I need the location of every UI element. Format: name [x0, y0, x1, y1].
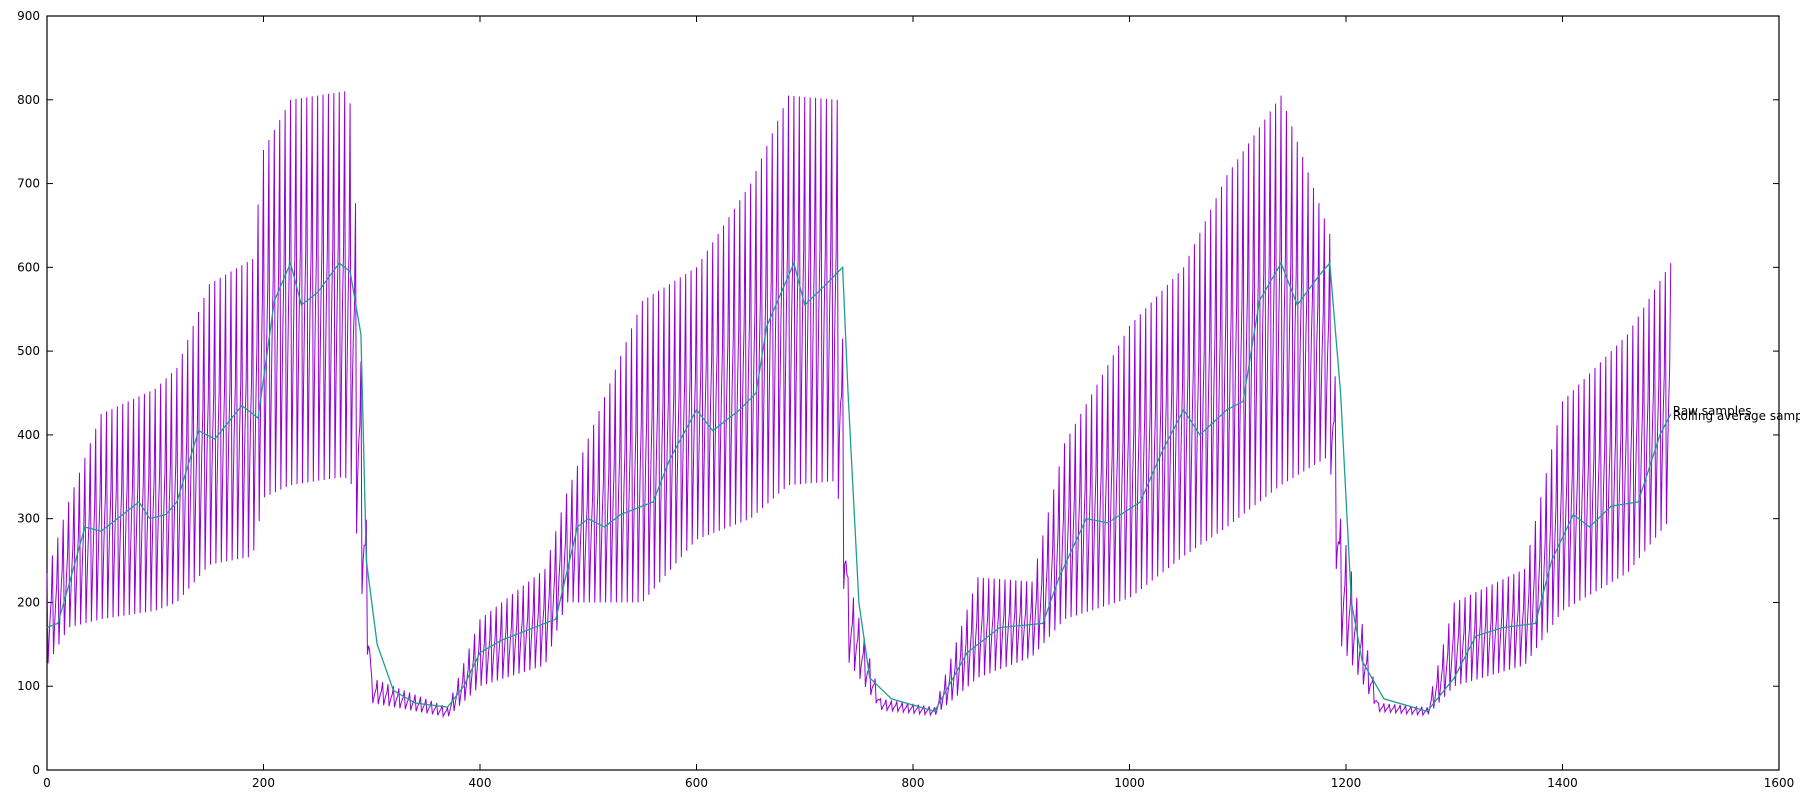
- tick-marks: [46, 15, 1780, 771]
- x-tick-label: 1400: [1547, 776, 1578, 790]
- x-tick-label: 600: [685, 776, 708, 790]
- x-tick-label: 400: [469, 776, 492, 790]
- tick-labels: 0 200 400 600 800 1000 1200 1400 1600 0 100 200 300 4…: [17, 9, 1794, 790]
- y-tick-label: 400: [17, 428, 40, 442]
- y-tick-label: 900: [17, 9, 40, 23]
- x-tick-label: 1000: [1114, 776, 1145, 790]
- raw-samples-line: [46, 91, 1672, 719]
- rolling-average-label: Rolling average samples: [1673, 409, 1800, 423]
- y-tick-label: 100: [17, 679, 40, 693]
- x-tick-label: 1200: [1331, 776, 1362, 790]
- y-tick-label: 700: [17, 177, 40, 191]
- rolling-average-line: [46, 261, 1672, 713]
- y-tick-label: 600: [17, 260, 40, 274]
- y-tick-label: 0: [32, 763, 40, 777]
- y-tick-label: 300: [17, 512, 40, 526]
- y-tick-label: 800: [17, 93, 40, 107]
- series-lines: [46, 91, 1672, 719]
- y-tick-label: 200: [17, 595, 40, 609]
- x-tick-label: 1600: [1764, 776, 1795, 790]
- raw-samples-label: Raw samples: [1673, 404, 1752, 418]
- x-tick-label: 0: [43, 776, 51, 790]
- y-tick-label: 500: [17, 344, 40, 358]
- x-tick-label: 800: [902, 776, 925, 790]
- x-tick-label: 200: [252, 776, 275, 790]
